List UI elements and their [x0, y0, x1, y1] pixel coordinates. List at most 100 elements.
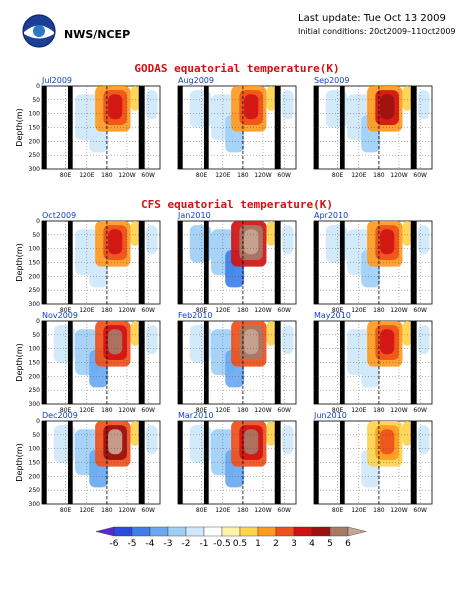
colorbar-label: -6: [110, 539, 119, 549]
x-tick-label: 180: [237, 407, 249, 414]
panel-label: Mar2010: [178, 411, 213, 420]
colorbar-label: -1: [200, 539, 209, 549]
x-tick-label: 80E: [196, 307, 208, 314]
colorbar-cell: [293, 526, 313, 537]
colorbar-cell: [95, 526, 115, 537]
anomaly-region: [145, 90, 158, 120]
y-axis-label: Depth(m): [15, 343, 24, 381]
x-tick-label: 80E: [60, 407, 72, 414]
y-tick-label: 200: [29, 373, 41, 380]
x-tick-label: 120E: [351, 307, 366, 314]
anomaly-region: [417, 225, 430, 255]
anomaly-region: [402, 321, 412, 346]
land-mask: [178, 421, 183, 504]
land-mask: [203, 86, 209, 169]
x-tick-label: 80E: [196, 507, 208, 514]
x-tick-label: 60W: [141, 407, 155, 414]
x-tick-label: 60W: [277, 307, 291, 314]
colorbar-label: 2: [273, 539, 279, 549]
anomaly-region: [402, 86, 412, 111]
x-tick-label: 80E: [196, 172, 208, 179]
x-tick-label: 120W: [254, 407, 271, 414]
x-tick-label: 120W: [390, 407, 407, 414]
x-tick-label: 180: [101, 507, 113, 514]
y-tick-label: 300: [29, 501, 41, 508]
y-tick-label: 0: [36, 318, 40, 325]
noaa-logo: [22, 14, 56, 48]
anomaly-region: [281, 325, 294, 355]
x-tick-label: 180: [373, 407, 385, 414]
anomaly-region: [417, 90, 430, 120]
y-tick-label: 250: [29, 152, 41, 159]
panel-label: Dec2009: [42, 411, 78, 420]
y-tick-label: 200: [29, 473, 41, 480]
colorbar-label: -3: [164, 539, 173, 549]
x-tick-label: 180: [101, 407, 113, 414]
y-tick-label: 300: [29, 401, 41, 408]
land-mask: [178, 321, 183, 404]
y-tick-label: 100: [29, 111, 41, 118]
colorbar-cell: [113, 526, 133, 537]
x-tick-label: 180: [237, 507, 249, 514]
x-tick-label: 60W: [141, 507, 155, 514]
panel-label: Sep2009: [314, 76, 349, 85]
land-mask: [178, 86, 183, 169]
x-tick-label: 120E: [351, 172, 366, 179]
panel-label: Jan2010: [177, 211, 211, 220]
panel-label: Jun2010: [313, 411, 347, 420]
anomaly-region: [108, 429, 123, 455]
anomaly-region: [417, 425, 430, 455]
anomaly-region: [130, 421, 140, 446]
land-mask: [203, 321, 209, 404]
y-tick-label: 50: [32, 97, 40, 104]
panel-label: Jul2009: [41, 76, 72, 85]
x-tick-label: 60W: [413, 172, 427, 179]
y-tick-label: 150: [29, 125, 41, 132]
land-mask: [314, 421, 319, 504]
land-mask: [67, 321, 73, 404]
colorbar-cell: [311, 526, 331, 537]
x-tick-label: 120E: [79, 307, 94, 314]
anomaly-region: [402, 221, 412, 246]
colorbar-cell: [347, 526, 367, 537]
anomaly-region: [108, 94, 123, 120]
y-axis-label: Depth(m): [15, 443, 24, 481]
panel-label: Feb2010: [178, 311, 213, 320]
anomaly-region: [380, 429, 395, 455]
land-mask: [42, 86, 47, 169]
colorbar-label: 5: [327, 539, 333, 549]
anomaly-region: [244, 429, 259, 455]
colorbar-label: -5: [128, 539, 137, 549]
anomaly-region: [130, 221, 140, 246]
y-tick-label: 150: [29, 360, 41, 367]
x-tick-label: 60W: [277, 172, 291, 179]
x-tick-label: 60W: [413, 407, 427, 414]
anomaly-region: [145, 325, 158, 355]
x-tick-label: 180: [237, 172, 249, 179]
x-tick-label: 120W: [390, 172, 407, 179]
colorbar-cell: [239, 526, 259, 537]
anomaly-region: [266, 321, 276, 346]
x-tick-label: 80E: [60, 507, 72, 514]
x-tick-label: 180: [237, 307, 249, 314]
colorbar-label: 1: [255, 539, 261, 549]
land-mask: [339, 321, 345, 404]
land-mask: [314, 221, 319, 304]
anomaly-region: [244, 229, 259, 255]
y-tick-label: 100: [29, 246, 41, 253]
x-tick-label: 120W: [118, 507, 135, 514]
y-tick-label: 0: [36, 83, 40, 90]
x-tick-label: 80E: [60, 307, 72, 314]
x-tick-label: 120E: [351, 407, 366, 414]
y-tick-label: 0: [36, 418, 40, 425]
panel-label: Nov2009: [42, 311, 78, 320]
x-tick-label: 120W: [118, 307, 135, 314]
land-mask: [42, 421, 47, 504]
anomaly-region: [281, 90, 294, 120]
y-tick-label: 100: [29, 446, 41, 453]
y-tick-label: 50: [32, 432, 40, 439]
land-mask: [67, 86, 73, 169]
colorbar-cell: [149, 526, 169, 537]
colorbar-label: 3: [291, 539, 297, 549]
land-mask: [339, 421, 345, 504]
